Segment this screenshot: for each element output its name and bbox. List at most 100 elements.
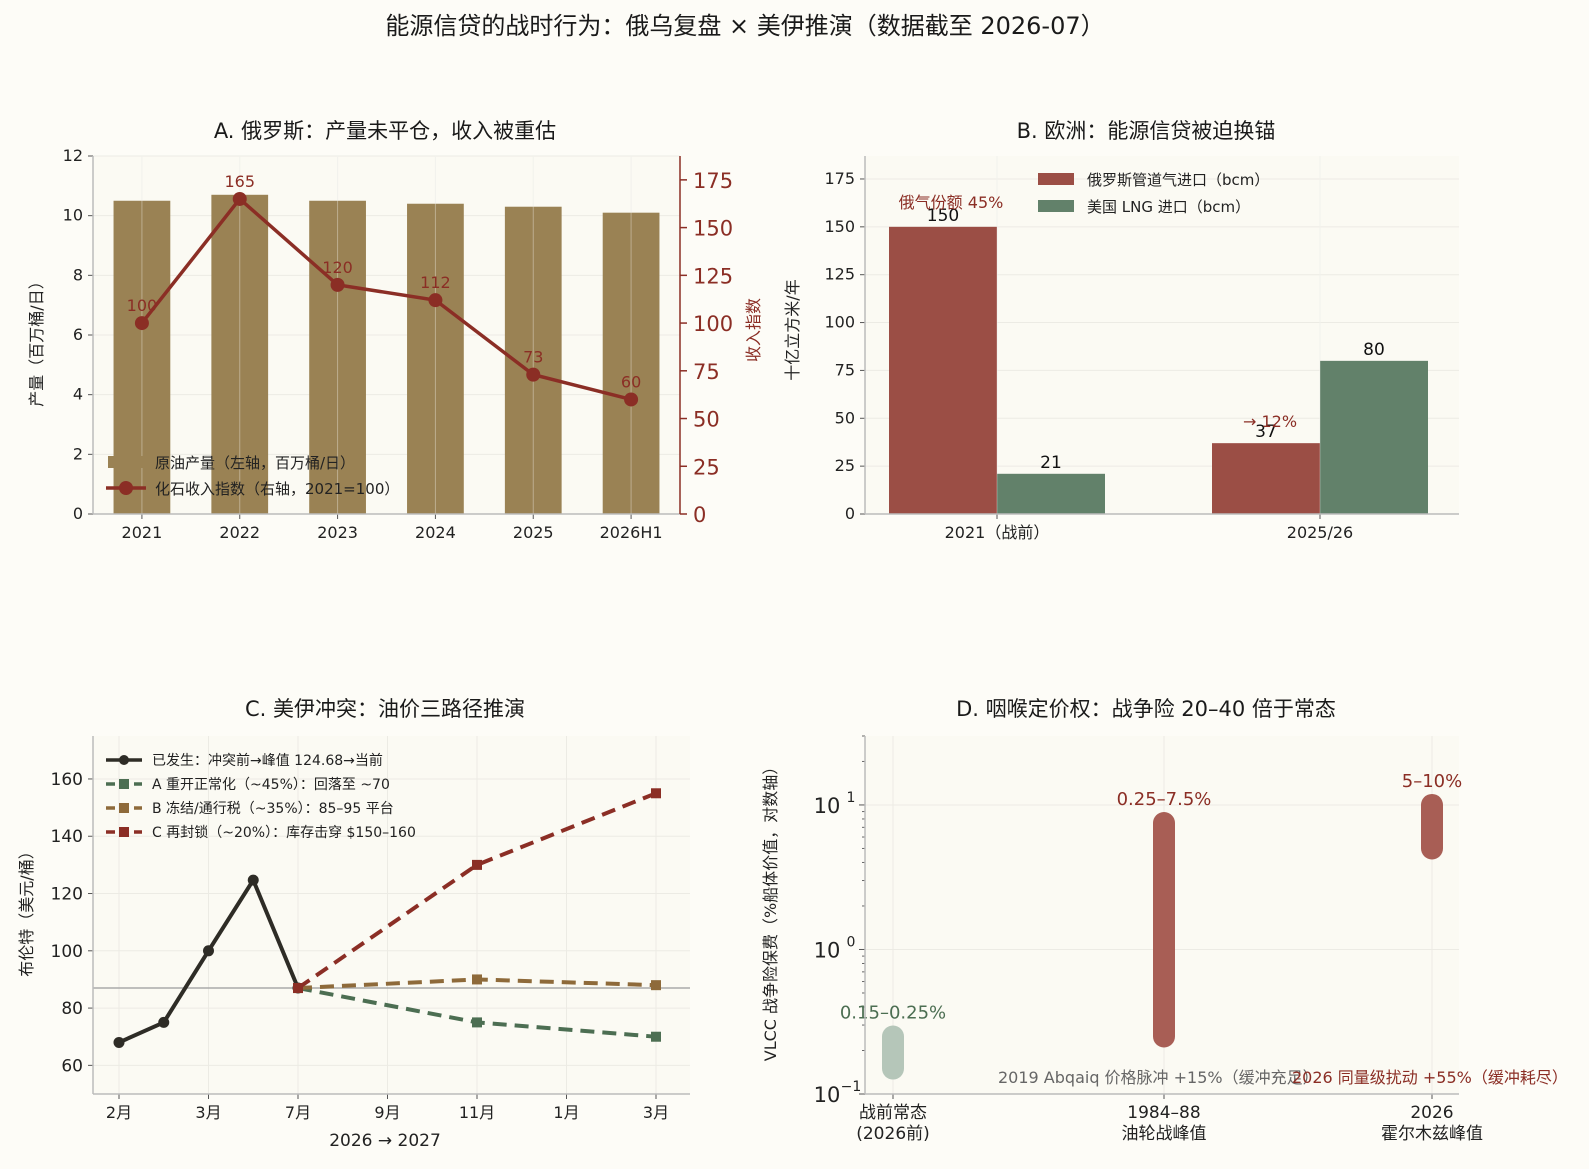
panel-c-xtick-label: 9月: [374, 1103, 400, 1122]
panel-a-y2tick-label: 125: [693, 264, 733, 288]
panel-a-bar: [407, 203, 464, 514]
panel-a-line-point: [232, 191, 247, 206]
panel-b-data-label: 80: [1363, 340, 1385, 360]
panel-d-xtick-label: 油轮战峰值: [1122, 1124, 1207, 1144]
panel-d-ytick-label: 10: [814, 794, 841, 818]
panel-a-y2tick-label: 75: [693, 360, 720, 384]
panel-b-ytick-label: 75: [835, 360, 855, 379]
panel-a: A. 俄罗斯：产量未平仓，收入被重估 产量（百万桶/日） 收入指数 0 2 4 6 8 1…: [27, 119, 763, 542]
panel-d-ytick-exponent: 0: [847, 934, 856, 950]
panel-c-legend-marker: [119, 755, 129, 765]
panel-c-legend-marker: [119, 827, 129, 837]
panel-a-legend-swatch-bar: [108, 456, 144, 468]
panel-c-point: [113, 1036, 125, 1048]
panel-c-point: [651, 1031, 661, 1042]
panel-a-y2label: 收入指数: [744, 298, 763, 362]
panel-a-xtick-label: 2021: [122, 523, 163, 542]
panel-b-ytick-label: 0: [845, 504, 855, 523]
panel-b-annotation: → 12%: [1243, 412, 1297, 431]
panel-c-point: [158, 1016, 170, 1028]
panel-c-xtick-label: 11月: [459, 1103, 495, 1122]
panel-a-line-point: [624, 392, 639, 407]
panel-d-xtick-label: 2026: [1410, 1103, 1453, 1123]
panel-a-line-point: [526, 367, 541, 382]
panel-b-ytick-label: 100: [824, 313, 855, 332]
panel-a-income-line: [140, 196, 632, 402]
panel-c: C. 美伊冲突：油价三路径推演 2026 → 2027 布伦特（美元/桶） 60…: [17, 697, 690, 1151]
panel-d: D. 咽喉定价权：战争险 20–40 倍于常态 VLCC 战争险保费（%船体价值…: [761, 697, 1568, 1144]
panel-a-ytick-label: 10: [63, 206, 83, 225]
panel-b-legend-swatch: [1038, 200, 1074, 212]
panel-d-xtick-label: 霍尔木兹峰值: [1381, 1124, 1483, 1144]
panel-a-y2tick-label: 0: [693, 503, 706, 527]
panel-b-legend-swatch: [1038, 173, 1074, 185]
figure-suptitle: 能源信贷的战时行为：俄乌复盘 × 美伊推演（数据截至 2026-07）: [385, 12, 1104, 40]
panel-a-ytick-label: 6: [73, 325, 83, 344]
panel-b-ytick-label: 150: [824, 217, 855, 236]
panel-c-xlabel: 2026 → 2027: [329, 1131, 441, 1151]
panel-a-line-point: [134, 316, 149, 331]
panel-a-y2tick-label: 25: [693, 455, 720, 479]
panel-c-legend-label: A 重开正常化（~45%）：回落至 ~70: [152, 777, 390, 793]
panel-a-y2tick-label: 150: [693, 217, 733, 241]
panel-d-range-label: 0.25–7.5%: [1117, 789, 1212, 810]
panel-b-bar: [889, 226, 997, 514]
panel-a-xtick-label: 2025: [513, 523, 554, 542]
panel-b: B. 欧洲：能源信贷被迫换锚 十亿立方米/年 0 25 50 75 100 125 150 1…: [783, 119, 1459, 542]
panel-d-note: 2026 同量级扰动 +55%（缓冲耗尽）: [1292, 1068, 1568, 1087]
panel-a-legend-label: 原油产量（左轴，百万桶/日）: [155, 454, 355, 472]
panel-b-legend-label: 俄罗斯管道气进口（bcm）: [1087, 171, 1269, 189]
panel-c-xtick-label: 1月: [553, 1103, 579, 1122]
panel-a-y2tick-label: 100: [693, 312, 733, 336]
panel-a-data-label: 100: [127, 296, 158, 315]
panel-b-bar: [1212, 443, 1320, 514]
panel-d-ytick-label: 10: [814, 1083, 841, 1107]
panel-a-y2tick-label: 50: [693, 408, 720, 432]
panel-a-data-label: 165: [224, 172, 255, 191]
panel-c-point: [472, 859, 482, 870]
panel-c-ytick-label: 120: [51, 885, 83, 905]
panel-a-ylabel: 产量（百万桶/日）: [27, 273, 46, 406]
panel-d-xtick-label: 战前常态: [859, 1103, 927, 1123]
panel-a-legend-label: 化石收入指数（右轴，2021=100）: [155, 480, 399, 498]
panel-d-xtick-label: (2026前): [856, 1124, 930, 1144]
panel-a-bar: [309, 200, 366, 514]
panel-a-data-label: 73: [523, 348, 543, 367]
panel-c-ytick-label: 100: [51, 942, 83, 962]
panel-a-ytick-label: 12: [63, 146, 83, 165]
panel-c-ytick-label: 140: [51, 827, 83, 847]
panel-b-title: B. 欧洲：能源信贷被迫换锚: [1017, 119, 1276, 143]
panel-a-line-point: [428, 293, 443, 308]
panel-a-ytick-label: 2: [73, 444, 83, 463]
panel-d-ytick-exponent: 1: [847, 790, 856, 806]
panel-b-ytick-label: 175: [824, 169, 855, 188]
panel-c-ytick-label: 80: [61, 999, 83, 1019]
panel-a-title: A. 俄罗斯：产量未平仓，收入被重估: [214, 119, 556, 143]
panel-c-legend-label: B 冻结/通行税（~35%）：85–95 平台: [152, 800, 394, 817]
panel-c-point: [651, 980, 661, 991]
panel-c-xtick-label: 2月: [106, 1103, 132, 1122]
panel-a-data-label: 60: [621, 372, 641, 391]
panel-b-legend-label: 美国 LNG 进口（bcm）: [1087, 198, 1250, 216]
panel-a-legend-marker: [119, 481, 133, 495]
panel-c-legend-label: C 再封锁（~20%）：库存击穿 $150–160: [152, 825, 416, 841]
panel-b-data-label: 21: [1040, 453, 1062, 473]
panel-c-xtick-label: 3月: [643, 1103, 669, 1122]
panel-c-point: [293, 983, 303, 994]
panel-a-xtick-label: 2026H1: [600, 523, 663, 542]
panel-a-xtick-label: 2023: [317, 523, 358, 542]
panel-b-data-label: 150: [927, 206, 959, 226]
panel-c-point: [651, 788, 661, 799]
panel-d-title: D. 咽喉定价权：战争险 20–40 倍于常态: [956, 697, 1336, 721]
panel-b-ytick-label: 25: [835, 456, 855, 475]
panel-b-ylabel: 十亿立方米/年: [783, 279, 802, 380]
panel-d-ytick-label: 10: [814, 938, 841, 962]
panel-d-range-label: 0.15–0.25%: [840, 1002, 946, 1023]
panel-c-title: C. 美伊冲突：油价三路径推演: [245, 697, 525, 721]
panel-d-note: 2019 Abqaiq 价格脉冲 +15%（缓冲充足）: [998, 1068, 1319, 1087]
panel-d-ylabel: VLCC 战争险保费（%船体价值，对数轴）: [761, 759, 780, 1062]
panel-b-ytick-label: 50: [835, 408, 855, 427]
panel-b-annotation: 俄气份额 45%: [899, 193, 1004, 212]
panel-c-ytick-label: 60: [61, 1056, 83, 1076]
